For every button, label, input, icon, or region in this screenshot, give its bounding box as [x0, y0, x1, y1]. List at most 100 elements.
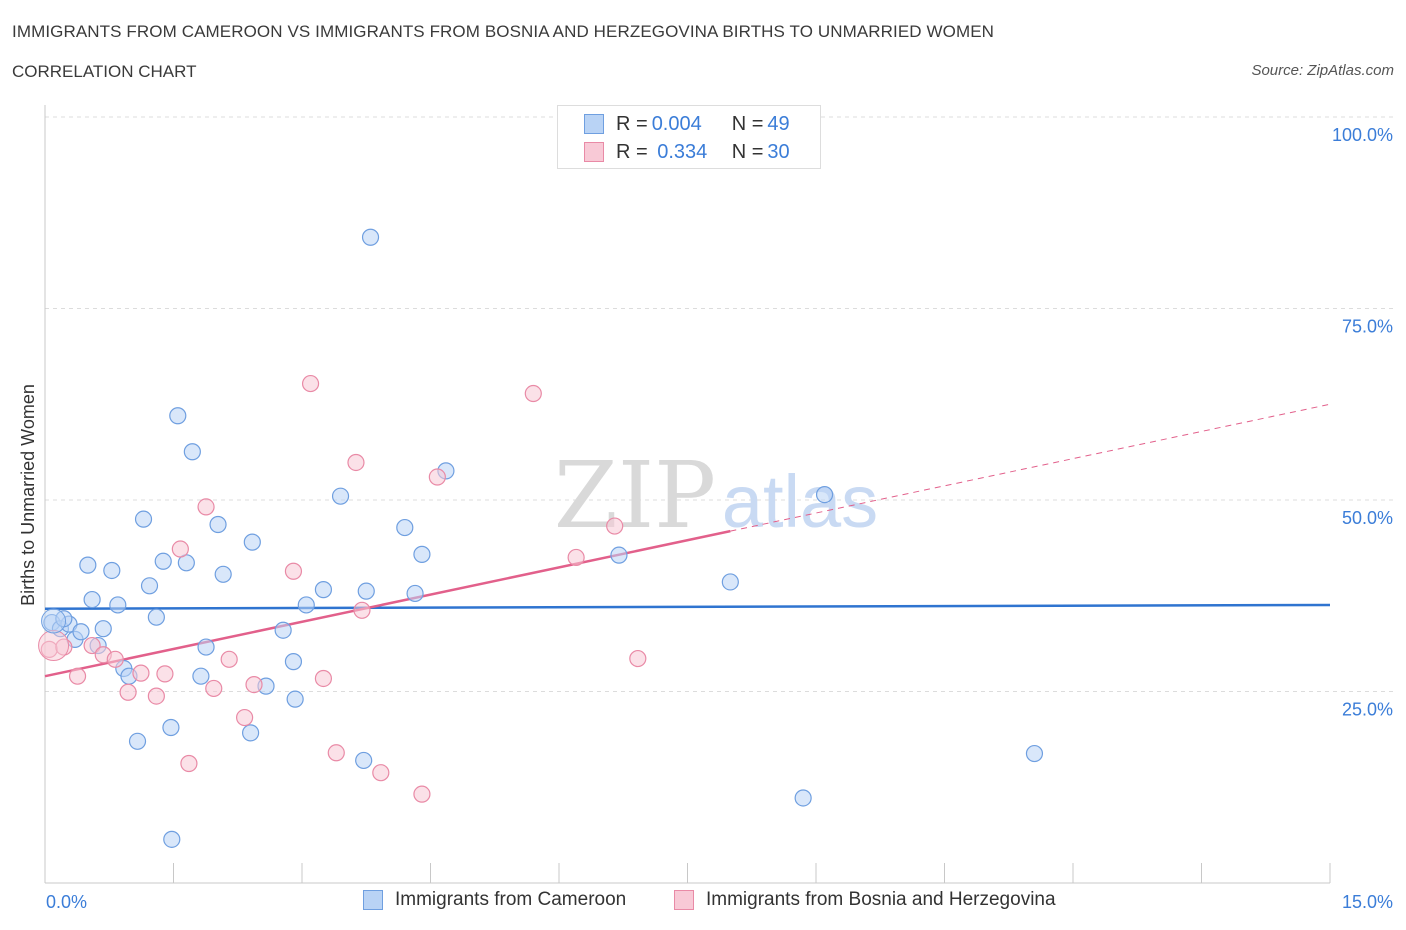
- data-point: [220, 650, 238, 668]
- data-point: [413, 785, 431, 803]
- data-point: [192, 667, 210, 685]
- data-point: [301, 374, 320, 393]
- data-point: [197, 638, 215, 656]
- data-point: [347, 453, 365, 472]
- data-point: [109, 596, 127, 614]
- data-point: [103, 561, 121, 580]
- data-point: [156, 665, 174, 683]
- data-point: [361, 228, 380, 246]
- data-point: [297, 596, 315, 614]
- legend-item-cameroon: Immigrants from Cameroon: [363, 889, 626, 911]
- legend-row-bosnia: R = 0.334 N = 30: [584, 140, 790, 164]
- data-point: [274, 621, 292, 639]
- data-point: [41, 608, 67, 634]
- r-value: 0.004: [651, 112, 702, 135]
- chart-subtitle: CORRELATION CHART: [12, 62, 197, 81]
- data-point: [183, 443, 201, 461]
- tick-labels: 25.0% 50.0% 75.0% 100.0% 0.0% 15.0%: [46, 125, 1393, 912]
- data-point: [38, 630, 70, 662]
- data-point: [413, 545, 431, 563]
- data-point: [355, 751, 373, 770]
- data-point: [314, 669, 333, 688]
- data-point: [83, 590, 101, 609]
- legend-row-cameroon: R = 0.004 N = 49: [584, 112, 790, 136]
- r-label: R =: [616, 112, 648, 135]
- data-point: [428, 468, 446, 486]
- data-point: [524, 384, 542, 403]
- data-point: [314, 581, 333, 599]
- data-point: [567, 548, 585, 567]
- data-point: [119, 683, 137, 701]
- data-point: [243, 533, 261, 551]
- data-point: [610, 546, 628, 564]
- r-label: R =: [616, 140, 648, 163]
- pink-swatch: [674, 890, 694, 910]
- data-point: [79, 556, 97, 574]
- data-point: [132, 664, 150, 682]
- data-point: [171, 540, 189, 558]
- legend-label: Immigrants from Cameroon: [395, 889, 627, 910]
- data-point: [396, 518, 414, 537]
- data-point: [128, 732, 147, 750]
- data-point: [83, 636, 101, 655]
- data-point: [721, 573, 739, 591]
- data-point: [209, 515, 227, 534]
- y-tick-label: 100.0%: [1332, 125, 1393, 145]
- data-point: [163, 830, 181, 848]
- data-point: [106, 650, 124, 668]
- data-point: [245, 676, 263, 694]
- data-point: [357, 582, 375, 600]
- pink-swatch: [584, 142, 604, 162]
- data-point: [180, 754, 198, 773]
- data-point: [214, 565, 232, 583]
- legend-label: Immigrants from Bosnia and Herzegovina: [706, 889, 1056, 910]
- y-tick-label: 50.0%: [1342, 508, 1393, 528]
- data-point: [794, 789, 812, 807]
- data-point: [154, 552, 172, 570]
- legend-item-bosnia: Immigrants from Bosnia and Herzegovina: [674, 889, 1056, 911]
- axes: [44, 105, 1331, 884]
- data-point: [236, 708, 254, 727]
- n-value: 49: [767, 112, 790, 135]
- data-point: [140, 577, 159, 595]
- trend-line-bosnia-extension: [730, 403, 1331, 532]
- data-points: [38, 228, 1044, 848]
- data-point: [94, 620, 112, 638]
- n-label: N =: [731, 112, 764, 135]
- watermark-zip: ZIP: [554, 442, 716, 549]
- data-point: [72, 623, 90, 641]
- data-point: [284, 653, 303, 671]
- x-tick-label: 15.0%: [1342, 892, 1393, 912]
- data-point: [606, 517, 624, 535]
- data-point: [147, 687, 165, 705]
- data-point: [1025, 744, 1044, 763]
- blue-swatch: [363, 890, 383, 910]
- data-point: [205, 679, 223, 698]
- data-point: [327, 744, 345, 762]
- stats-legend: R = 0.004 N = 49 R = 0.334 N = 30: [557, 105, 821, 169]
- chart-title: IMMIGRANTS FROM CAMEROON VS IMMIGRANTS F…: [12, 22, 995, 41]
- data-point: [284, 562, 303, 580]
- data-point: [147, 608, 165, 626]
- n-label: N =: [731, 140, 764, 163]
- r-value: 0.334: [651, 140, 708, 163]
- data-point: [197, 498, 215, 516]
- source-label: Source: ZipAtlas.com: [1251, 62, 1394, 79]
- y-tick-label: 25.0%: [1342, 700, 1393, 720]
- data-point: [242, 724, 260, 742]
- watermark-atlas: atlas: [722, 460, 878, 543]
- data-point: [815, 486, 834, 504]
- trend-line-cameroon: [44, 603, 1331, 611]
- data-point: [406, 584, 424, 603]
- n-value: 30: [767, 140, 790, 163]
- y-axis-label: Births to Unmarried Women: [18, 384, 38, 606]
- data-point: [162, 718, 180, 737]
- data-point: [286, 690, 304, 708]
- trend-line-bosnia: [44, 529, 731, 678]
- data-point: [68, 667, 87, 685]
- data-point: [169, 407, 187, 425]
- y-tick-label: 75.0%: [1342, 317, 1393, 337]
- data-point: [353, 601, 371, 619]
- blue-swatch: [584, 114, 604, 134]
